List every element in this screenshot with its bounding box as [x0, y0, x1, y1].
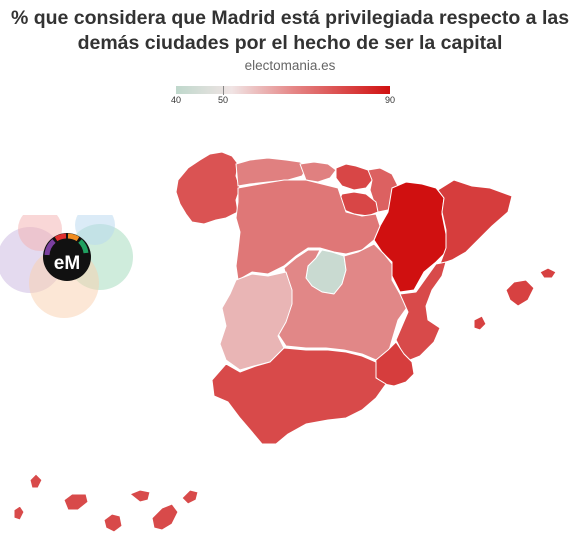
region-canarias[interactable]	[13, 473, 199, 533]
region-shape[interactable]	[13, 505, 25, 521]
region-shape[interactable]	[539, 267, 557, 279]
region-shape[interactable]	[129, 489, 151, 503]
region-shape[interactable]	[505, 279, 535, 307]
region-shape[interactable]	[211, 347, 387, 445]
logo-text: eM	[54, 253, 80, 274]
region-shape[interactable]	[437, 179, 513, 265]
region-shape[interactable]	[103, 513, 123, 533]
legend-gradient-bar	[176, 86, 390, 94]
region-galicia[interactable]	[175, 151, 241, 225]
region-shape[interactable]	[29, 473, 43, 489]
legend-max-label: 90	[384, 95, 396, 105]
region-país-vasco[interactable]	[335, 163, 375, 191]
region-shape[interactable]	[151, 503, 179, 531]
region-shape[interactable]	[181, 489, 199, 505]
title-line-1: % que considera que Madrid está privileg…	[10, 7, 570, 29]
region-castilla-y-león[interactable]	[235, 179, 381, 281]
source-label: electomania.es	[244, 58, 336, 73]
region-shape[interactable]	[299, 161, 337, 183]
region-baleares[interactable]	[473, 267, 557, 331]
region-shape[interactable]	[63, 493, 89, 511]
region-shape[interactable]	[235, 179, 381, 281]
region-c-valenciana[interactable]	[395, 261, 447, 361]
color-legend: 40 50 90	[171, 86, 395, 106]
region-cantabria[interactable]	[299, 161, 337, 183]
legend-mid-label: 50	[217, 95, 229, 105]
region-andalucía[interactable]	[211, 347, 387, 445]
title-line-2: demás ciudades por el hecho de ser la ca…	[77, 32, 503, 54]
region-shape[interactable]	[277, 243, 409, 361]
chart-title: % que considera que Madrid está privileg…	[0, 6, 580, 56]
region-shape[interactable]	[175, 151, 241, 225]
region-shape[interactable]	[473, 315, 487, 331]
region-shape[interactable]	[335, 163, 375, 191]
region-cataluña[interactable]	[437, 179, 513, 265]
legend-min-label: 40	[170, 95, 182, 105]
electomania-logo: eM	[0, 205, 135, 320]
region-castilla-la-mancha[interactable]	[277, 243, 409, 361]
legend-tick-line	[223, 86, 224, 95]
region-shape[interactable]	[395, 261, 447, 361]
